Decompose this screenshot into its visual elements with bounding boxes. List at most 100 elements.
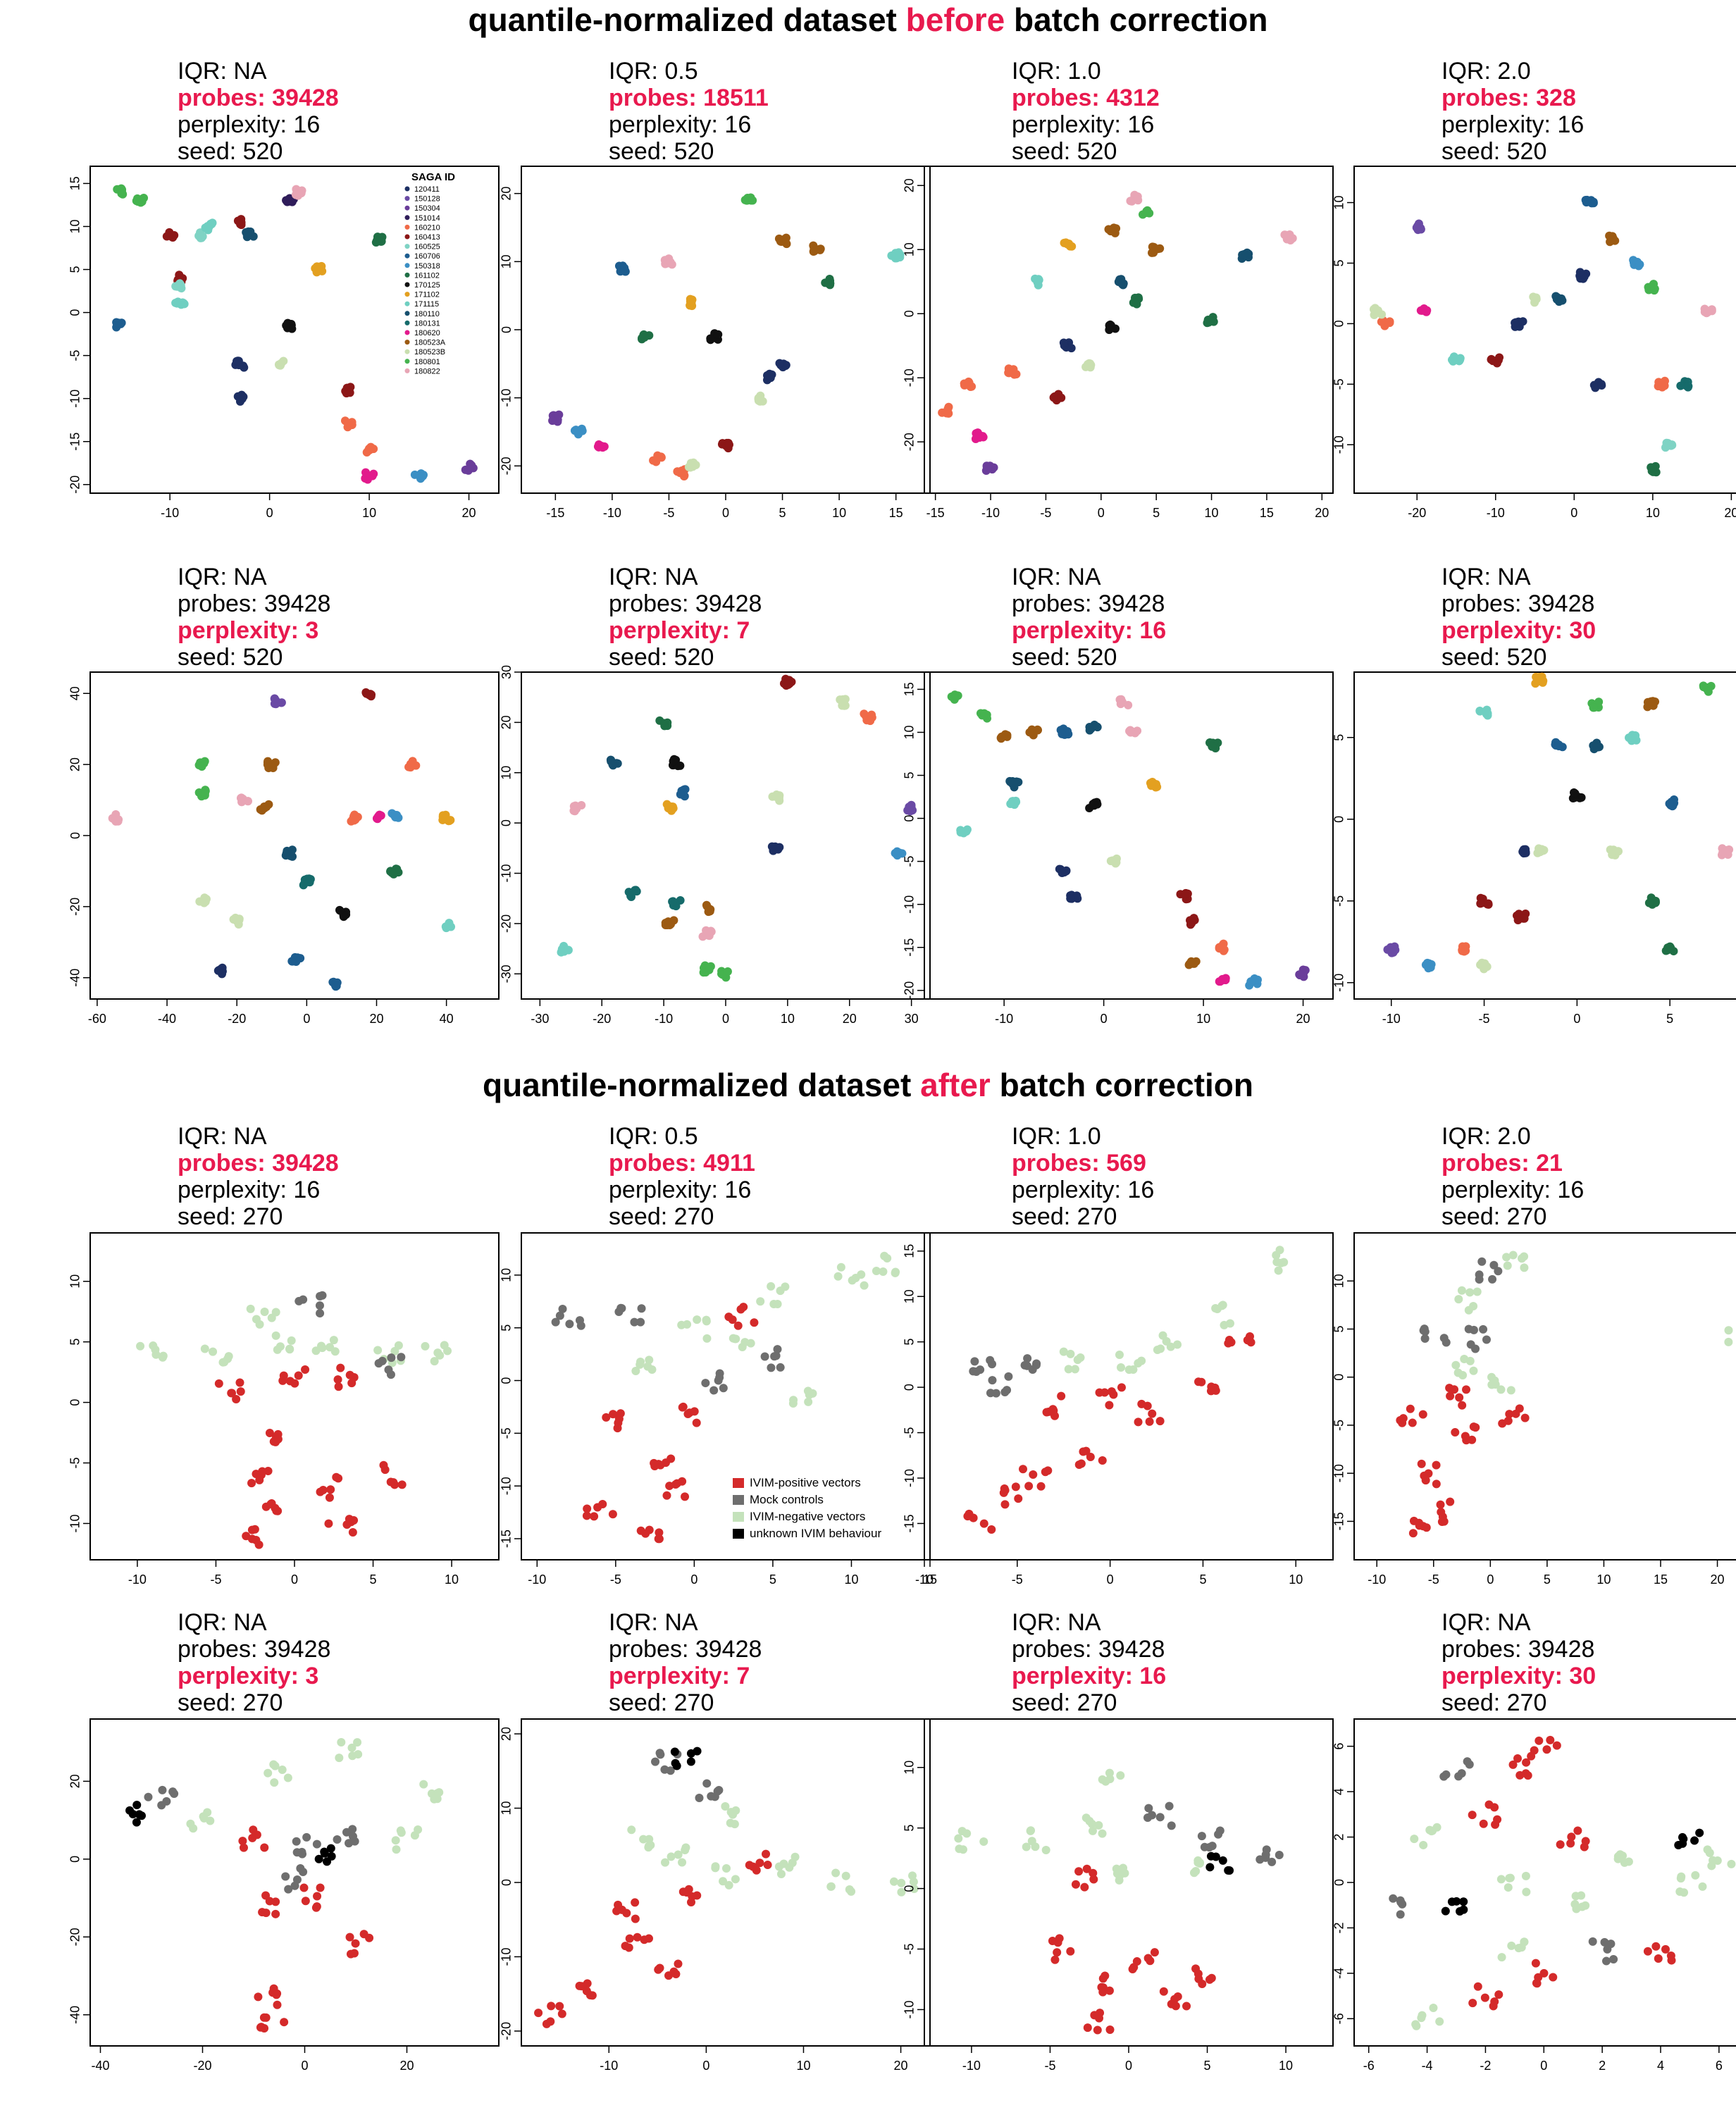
data-point xyxy=(1523,1771,1532,1780)
data-point xyxy=(1420,1334,1430,1343)
data-point xyxy=(280,2018,289,2027)
caption-probes: probes: 39428 xyxy=(178,1636,331,1663)
data-point xyxy=(1050,1955,1060,1964)
data-point xyxy=(669,897,678,906)
data-point xyxy=(608,1510,617,1519)
data-point xyxy=(1215,977,1224,986)
data-point xyxy=(650,1458,659,1468)
data-point xyxy=(1480,1993,1489,2002)
data-point xyxy=(389,869,398,879)
data-point xyxy=(1532,1979,1542,1988)
data-point xyxy=(719,1384,728,1393)
data-point xyxy=(608,760,617,769)
data-point xyxy=(380,1465,390,1475)
data-point xyxy=(1422,1523,1431,1532)
data-point xyxy=(1095,1388,1104,1397)
x-tick-label: 0 xyxy=(1487,1572,1494,1587)
legend-swatch xyxy=(733,1478,744,1488)
data-point xyxy=(887,251,896,260)
data-point xyxy=(1105,1401,1114,1410)
data-point xyxy=(1115,1875,1124,1885)
data-point xyxy=(140,194,149,203)
y-tick-label: 10 xyxy=(1332,1274,1346,1288)
x-tick-label: -6 xyxy=(1363,2059,1375,2073)
data-point xyxy=(326,1485,335,1494)
data-point xyxy=(1463,1757,1472,1766)
data-point xyxy=(1556,1840,1565,1849)
y-tick-label: 0 xyxy=(68,832,82,839)
caption-probes: probes: 39428 xyxy=(178,590,331,617)
data-point xyxy=(1116,700,1125,709)
data-point xyxy=(1532,672,1541,681)
data-point xyxy=(1117,1383,1126,1392)
data-point xyxy=(558,1304,567,1313)
x-tick-label: -5 xyxy=(663,506,674,520)
data-point xyxy=(238,1837,247,1846)
plot-frame xyxy=(924,1232,1334,1561)
data-point xyxy=(1000,1484,1009,1494)
data-point xyxy=(706,334,715,343)
data-point xyxy=(1591,383,1600,392)
data-point xyxy=(555,1311,564,1320)
data-point xyxy=(361,688,371,697)
panel-caption: IQR: NA probes: 39428 perplexity: 16 seed: … xyxy=(1012,1609,1166,1716)
data-point xyxy=(750,1318,759,1327)
data-point xyxy=(136,1341,145,1351)
x-tick-label: -5 xyxy=(1428,1572,1439,1587)
data-point xyxy=(1507,1941,1516,1950)
data-point xyxy=(745,1861,754,1870)
data-point xyxy=(654,1534,663,1544)
x-tick-label: 5 xyxy=(1153,506,1160,520)
y-tick-label: 0 xyxy=(68,1856,82,1863)
data-point xyxy=(1116,1771,1125,1780)
data-point xyxy=(1105,2025,1115,2034)
panel-caption: IQR: 2.0 probes: 328 perplexity: 16 seed: 5… xyxy=(1442,58,1584,165)
data-point xyxy=(557,948,566,957)
data-point xyxy=(159,1351,168,1360)
data-point xyxy=(281,1872,290,1881)
data-point xyxy=(337,1738,346,1747)
data-point xyxy=(663,920,672,929)
data-point xyxy=(1573,1826,1582,1835)
data-point xyxy=(845,1885,854,1894)
x-tick-label: 30 xyxy=(905,1012,919,1026)
data-point xyxy=(1566,1839,1575,1848)
data-point xyxy=(1654,1954,1663,1963)
y-tick-label: 20 xyxy=(903,178,917,192)
y-tick-label: -5 xyxy=(68,350,82,361)
caption-probes: probes: 39428 xyxy=(1012,590,1165,617)
data-point xyxy=(731,1875,740,1884)
data-point xyxy=(272,1990,281,1999)
data-point xyxy=(1167,1821,1176,1830)
data-point xyxy=(464,465,473,474)
caption-perplexity: perplexity: 16 xyxy=(1012,1177,1155,1203)
plot-frame xyxy=(1353,671,1736,1000)
data-point xyxy=(1506,1386,1515,1395)
data-point xyxy=(1143,1401,1152,1410)
data-point xyxy=(348,1751,357,1761)
plot-frame xyxy=(89,671,500,1000)
x-tick-label: 10 xyxy=(1596,1572,1611,1587)
data-point xyxy=(260,1843,269,1852)
legend-label: 161102 xyxy=(414,271,440,280)
data-point xyxy=(345,1932,354,1942)
legend-marker xyxy=(404,263,410,268)
data-point xyxy=(1098,1829,1107,1838)
data-point xyxy=(411,761,421,770)
data-point xyxy=(1660,376,1669,385)
plot-frame xyxy=(1353,1232,1736,1561)
data-point xyxy=(277,698,286,707)
data-point xyxy=(621,1942,630,1951)
data-point xyxy=(1456,1906,1465,1916)
data-point xyxy=(315,1301,324,1310)
data-point xyxy=(1439,1772,1449,1781)
data-point xyxy=(699,968,708,977)
panel-caption: IQR: NA probes: 39428 perplexity: 30 seed: … xyxy=(1442,564,1596,671)
y-tick-label: -15 xyxy=(500,1530,514,1548)
data-point xyxy=(288,852,297,861)
data-point xyxy=(962,1829,972,1838)
data-point xyxy=(1086,1453,1095,1462)
y-tick-label: 0 xyxy=(500,326,514,333)
data-point xyxy=(1148,248,1157,257)
y-tick-label: 0 xyxy=(903,1384,917,1391)
